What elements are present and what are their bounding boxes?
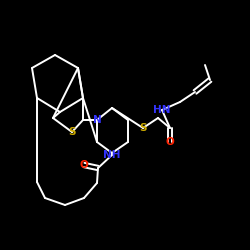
Text: NH: NH	[103, 150, 121, 160]
Text: S: S	[139, 123, 147, 133]
Text: HN: HN	[153, 105, 171, 115]
Text: S: S	[68, 127, 76, 137]
Text: O: O	[166, 137, 174, 147]
Text: N: N	[92, 115, 102, 125]
Text: O: O	[80, 160, 88, 170]
